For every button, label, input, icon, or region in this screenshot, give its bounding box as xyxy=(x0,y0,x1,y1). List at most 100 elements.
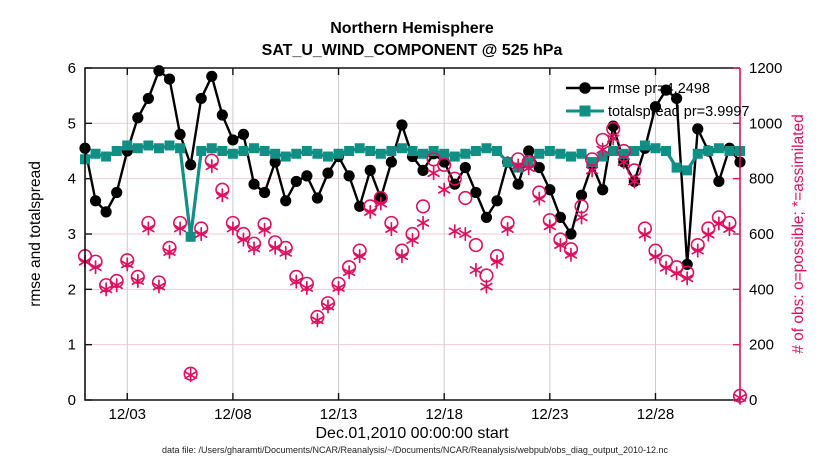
obs-assimilated-marker xyxy=(237,232,250,247)
y-tick-label-right: 1200 xyxy=(749,60,782,77)
y-tick-label-left: 5 xyxy=(68,115,76,132)
obs-assimilated-marker xyxy=(659,260,673,275)
rmse-marker xyxy=(459,162,471,174)
totalspread-marker xyxy=(386,146,397,156)
totalspread-marker xyxy=(703,146,714,156)
x-tick-label: 12/18 xyxy=(425,406,463,423)
rmse-marker xyxy=(343,170,355,182)
obs-assimilated-marker xyxy=(596,142,609,157)
y-tick-label-right: 800 xyxy=(749,171,774,188)
totalspread-marker xyxy=(185,231,196,242)
obs-possible-marker xyxy=(458,190,473,206)
y-tick-label-left: 3 xyxy=(68,226,76,243)
data-series xyxy=(77,65,748,405)
totalspread-marker xyxy=(333,148,344,159)
totalspread-marker xyxy=(481,143,492,154)
rmse-marker xyxy=(248,178,260,190)
obs-assimilated-marker xyxy=(205,159,218,174)
totalspread-marker xyxy=(587,157,598,168)
obs-assimilated-marker xyxy=(543,219,557,234)
rmse-marker xyxy=(163,73,176,85)
obs-assimilated-marker xyxy=(437,182,451,197)
obs-possible-marker xyxy=(437,157,452,172)
obs-assimilated-marker xyxy=(691,243,704,258)
rmse-marker xyxy=(301,170,313,182)
obs-possible-marker xyxy=(415,199,431,214)
obs-assimilated-marker xyxy=(89,260,102,275)
obs-assimilated-marker xyxy=(416,215,430,230)
y-tick-label-right: 1000 xyxy=(749,115,782,132)
totalspread-marker xyxy=(555,148,566,159)
rmse-marker xyxy=(480,211,493,223)
totalspread-marker xyxy=(143,140,154,151)
totalspread-marker xyxy=(280,151,291,162)
obs-assimilated-marker xyxy=(617,155,631,170)
x-tick-label: 12/28 xyxy=(637,406,675,423)
obs-assimilated-marker xyxy=(511,158,525,173)
rmse-marker xyxy=(174,128,186,140)
rmse-marker xyxy=(565,228,577,240)
rmse-marker xyxy=(185,159,197,171)
rmse-marker xyxy=(290,175,302,188)
obs-assimilated-marker xyxy=(649,249,662,264)
rmse-marker xyxy=(195,92,207,105)
obs-assimilated-marker xyxy=(723,221,736,237)
totalspread-marker xyxy=(90,148,101,159)
totalspread-marker xyxy=(101,151,112,162)
totalspread-marker xyxy=(344,146,355,156)
rmse-marker xyxy=(322,167,334,179)
obs-assimilated-marker xyxy=(395,249,409,264)
totalspread-marker xyxy=(354,143,365,154)
totalspread-marker xyxy=(470,146,481,156)
y-tick-label-right: 400 xyxy=(749,281,774,298)
rmse-marker xyxy=(153,65,165,77)
axes-frame xyxy=(84,67,741,401)
legend-totalspread-label: totalspread pr=3.9997 xyxy=(608,104,749,120)
obs-assimilated-marker xyxy=(163,244,176,260)
y-tick-label-right: 600 xyxy=(749,226,774,243)
rmse-marker xyxy=(671,92,683,105)
rmse-marker xyxy=(269,156,281,168)
chart-title-line2: SAT_U_WIND_COMPONENT @ 525 hPa xyxy=(262,42,563,59)
y-tick-label-right: 200 xyxy=(749,337,774,354)
obs-assimilated-marker xyxy=(184,368,197,383)
rmse-marker xyxy=(512,178,524,190)
tick-labels: 12/03 12/08 12/13 12/18 12/23 12/28 0 1 2 3 4 5 6 0 20… xyxy=(68,60,783,423)
rmse-marker xyxy=(132,112,144,124)
totalspread-marker xyxy=(111,146,122,156)
totalspread-marker xyxy=(164,140,175,151)
totalspread-marker xyxy=(650,143,661,154)
rmse-marker xyxy=(280,195,292,207)
rmse-marker xyxy=(311,192,324,204)
rmse-marker xyxy=(364,164,376,176)
chart-title-line1: Northern Hemisphere xyxy=(330,20,494,37)
totalspread-marker xyxy=(608,146,619,156)
totalspread-marker xyxy=(692,148,703,159)
obs-assimilated-marker xyxy=(448,224,461,239)
totalspread-marker xyxy=(291,148,302,159)
obs-assimilated-marker xyxy=(216,188,229,203)
totalspread-marker xyxy=(492,146,503,156)
totalspread-marker xyxy=(565,151,576,162)
obs-assimilated-marker xyxy=(638,227,652,242)
totalspread-marker xyxy=(418,148,429,159)
rmse-marker xyxy=(258,186,271,199)
rmse-marker xyxy=(470,186,482,199)
totalspread-marker xyxy=(396,143,407,154)
totalspread-marker xyxy=(259,146,270,156)
totalspread-marker xyxy=(639,140,650,151)
obs-assimilated-marker xyxy=(279,245,292,260)
totalspread-marker xyxy=(206,143,217,154)
totalspread-marker xyxy=(365,146,376,156)
y-axis-label-right: # of obs: o=possible; *=assimilated xyxy=(790,114,807,354)
totalspread-marker xyxy=(238,146,249,156)
legend-totalspread-marker xyxy=(579,105,591,117)
obs-assimilated-marker xyxy=(268,240,282,255)
obs-assimilated-marker xyxy=(480,279,493,294)
obs-assimilated-marker xyxy=(628,174,641,189)
obs-assimilated-marker xyxy=(321,299,335,314)
rmse-marker xyxy=(89,195,102,207)
totalspread-marker xyxy=(227,148,238,159)
totalspread-marker xyxy=(322,151,333,162)
totalspread-marker xyxy=(270,148,281,159)
